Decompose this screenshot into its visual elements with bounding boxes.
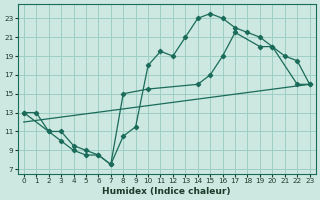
X-axis label: Humidex (Indice chaleur): Humidex (Indice chaleur) <box>102 187 231 196</box>
